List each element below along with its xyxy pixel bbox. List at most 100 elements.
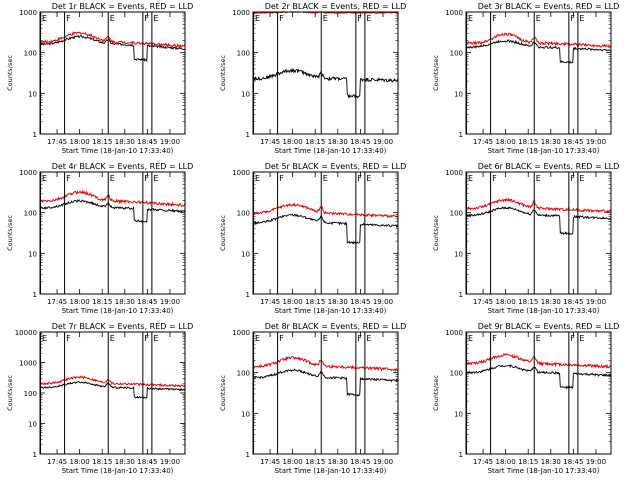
y-tick-label: 1	[33, 291, 37, 299]
marker-label: F	[66, 14, 71, 23]
chart-panel-9: Det 9r BLACK = Events, RED = LLD 1 10 100 10…	[432, 322, 619, 475]
x-tick-label: 18:30	[328, 458, 348, 466]
x-tick-label: 18:00	[70, 298, 90, 306]
plot-frame	[465, 11, 612, 135]
y-axis-label: Counts/sec	[219, 55, 227, 91]
x-tick-label: 18:30	[541, 298, 561, 306]
marker-label: F	[144, 14, 149, 23]
x-tick-label: 17:45	[260, 138, 280, 146]
x-tick-label: 17:45	[260, 298, 280, 306]
series-line-events	[465, 39, 612, 64]
y-tick-label: 10	[454, 90, 463, 98]
marker-label: F	[279, 174, 284, 183]
marker-label: E	[468, 174, 473, 183]
marker-label: E	[42, 174, 47, 183]
x-tick-label: 18:30	[541, 458, 561, 466]
x-tick-label: 17:45	[473, 298, 493, 306]
marker-label: F	[570, 334, 575, 343]
chart-title: Det 7r BLACK = Events, RED = LLD	[52, 322, 194, 331]
chart-panel-4: Det 4r BLACK = Events, RED = LLD 1 10 100 10…	[6, 162, 193, 315]
chart-panel-2: Det 2r BLACK = Events, RED = LLD 1 10 100 10…	[219, 2, 406, 155]
x-tick-label: 18:45	[350, 458, 370, 466]
marker-label: E	[255, 174, 260, 183]
x-tick-label: 18:00	[496, 458, 516, 466]
marker-label: F	[492, 14, 497, 23]
y-tick-label: 10	[241, 90, 250, 98]
plot-frame	[465, 331, 612, 455]
marker-label: F	[492, 334, 497, 343]
plot-frame	[39, 331, 186, 455]
series-line-events	[252, 67, 399, 99]
x-tick-label: 18:15	[518, 298, 538, 306]
chart-title: Det 4r BLACK = Events, RED = LLD	[52, 162, 194, 171]
plot-frame	[465, 171, 612, 295]
series-line-lld	[465, 197, 612, 214]
x-tick-label: 18:45	[563, 298, 583, 306]
marker-label: E	[153, 334, 158, 343]
x-tick-label: 18:45	[350, 138, 370, 146]
y-tick-label: 1	[246, 451, 250, 459]
series-line-events	[465, 364, 612, 390]
plot-frame	[39, 11, 186, 135]
marker-label: E	[110, 14, 115, 23]
x-axis-label: Start Time (18-Jan-10 17:33:40)	[62, 307, 174, 315]
y-tick-label: 100	[24, 50, 37, 58]
x-tick-label: 17:45	[47, 138, 67, 146]
y-tick-label: 1	[246, 291, 250, 299]
y-axis-label: Counts/sec	[6, 55, 14, 91]
marker-label: E	[255, 334, 260, 343]
y-tick-label: 1000	[19, 9, 37, 17]
marker-label: E	[323, 174, 328, 183]
marker-label: E	[323, 14, 328, 23]
x-tick-label: 17:45	[473, 458, 493, 466]
series-line-events	[39, 35, 186, 63]
x-tick-label: 18:45	[563, 458, 583, 466]
x-tick-label: 18:30	[541, 138, 561, 146]
y-tick-label: 1000	[232, 329, 250, 337]
y-tick-label: 10	[28, 250, 37, 258]
y-tick-label: 100	[450, 370, 463, 378]
y-tick-label: 10	[241, 250, 250, 258]
marker-label: F	[279, 334, 284, 343]
y-axis-label: Counts/sec	[219, 375, 227, 411]
x-tick-label: 19:00	[373, 138, 393, 146]
y-tick-label: 1000	[19, 169, 37, 177]
y-tick-label: 10	[241, 410, 250, 418]
plot-frame	[252, 11, 399, 135]
series-line-events	[252, 368, 399, 397]
series-line-lld	[39, 375, 186, 388]
x-tick-label: 19:00	[373, 298, 393, 306]
marker-label: F	[279, 14, 284, 23]
y-tick-label: 100	[237, 50, 250, 58]
x-tick-label: 18:15	[518, 138, 538, 146]
y-tick-label: 1	[459, 451, 463, 459]
marker-label: E	[42, 334, 47, 343]
x-axis-label: Start Time (18-Jan-10 17:33:40)	[488, 307, 600, 315]
x-tick-label: 17:45	[47, 458, 67, 466]
x-tick-label: 18:45	[137, 298, 157, 306]
x-tick-label: 19:00	[586, 458, 606, 466]
marker-label: F	[570, 174, 575, 183]
series-line-events	[39, 381, 186, 399]
x-tick-label: 18:15	[92, 298, 112, 306]
x-tick-label: 19:00	[160, 298, 180, 306]
marker-label: F	[66, 174, 71, 183]
x-tick-label: 18:00	[70, 138, 90, 146]
marker-label: E	[536, 174, 541, 183]
y-axis-label: Counts/sec	[6, 375, 14, 411]
y-tick-label: 10	[454, 410, 463, 418]
marker-label: E	[153, 14, 158, 23]
x-tick-label: 19:00	[373, 458, 393, 466]
x-tick-label: 18:00	[283, 298, 303, 306]
marker-label: F	[66, 334, 71, 343]
y-tick-label: 1	[33, 131, 37, 139]
x-tick-label: 18:15	[92, 138, 112, 146]
y-tick-label: 10	[28, 421, 37, 429]
x-tick-label: 19:00	[160, 458, 180, 466]
x-axis-label: Start Time (18-Jan-10 17:33:40)	[275, 467, 387, 475]
x-tick-label: 18:45	[137, 138, 157, 146]
marker-label: E	[42, 14, 47, 23]
x-tick-label: 17:45	[47, 298, 67, 306]
y-axis-label: Counts/sec	[432, 55, 440, 91]
